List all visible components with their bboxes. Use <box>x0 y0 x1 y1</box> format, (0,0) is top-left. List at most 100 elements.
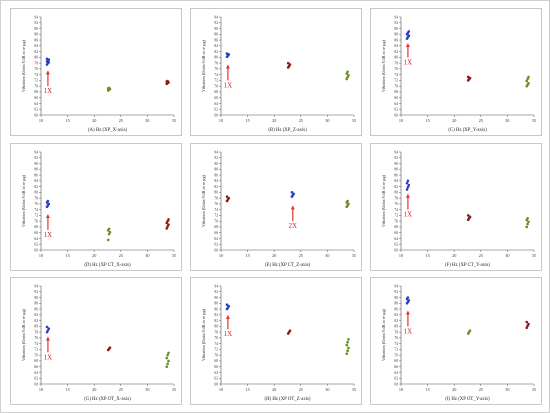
data-point <box>167 351 170 355</box>
x-tick-label: 10 <box>39 387 43 392</box>
data-point <box>345 352 349 356</box>
data-point <box>167 359 170 363</box>
arrow-head <box>405 310 410 315</box>
y-tick-label: 64 <box>34 237 38 241</box>
y-tick-label: 92 <box>34 290 38 294</box>
x-tick-label: 15 <box>426 118 430 123</box>
y-tick-label: 68 <box>394 225 398 229</box>
x-tick-label: 20 <box>452 118 456 123</box>
harmonic-annotation: 1X <box>44 353 53 361</box>
y-tick-label: 60 <box>394 248 398 252</box>
y-tick-label: 94 <box>214 150 218 154</box>
axis-lines <box>220 17 354 116</box>
y-tick-label: 74 <box>34 342 38 346</box>
y-tick-label: 86 <box>394 38 398 42</box>
y-tick-label: 80 <box>34 325 38 329</box>
y-tick-label: 62 <box>214 243 218 247</box>
axis-lines <box>40 286 174 385</box>
axis-lines <box>40 152 174 251</box>
data-point <box>407 34 411 38</box>
data-point <box>165 365 169 369</box>
y-tick-label: 86 <box>214 173 218 177</box>
x-tick-label: 30 <box>505 118 509 123</box>
data-point <box>166 362 169 366</box>
y-tick-label: 68 <box>394 359 398 363</box>
y-tick-label: 80 <box>394 56 398 60</box>
y-tick-label: 64 <box>394 237 398 241</box>
y-tick-label: 66 <box>394 365 398 369</box>
harmonic-annotation: 1X <box>44 231 53 239</box>
y-tick-label: 60 <box>394 113 398 117</box>
y-tick-label: 78 <box>34 330 38 334</box>
y-tick-label: 62 <box>214 108 218 112</box>
harmonic-annotation: 1X <box>224 330 233 338</box>
y-tick-label: 72 <box>394 348 398 352</box>
y-tick-label: 84 <box>394 313 398 317</box>
y-tick-label: 90 <box>214 296 218 300</box>
data-point <box>527 75 530 79</box>
y-tick-label: 60 <box>214 248 218 252</box>
data-point <box>405 188 409 191</box>
y-tick-label: 68 <box>34 225 38 229</box>
x-axis-title: (A) Hz (XP_X-axis) <box>88 128 128 133</box>
y-tick-label: 62 <box>34 243 38 247</box>
data-point <box>466 75 470 79</box>
chart-panel-0: 60 62 64 66 68 70 72 74 76 78 80 82 84 86 88 90 92 94 10 15… <box>10 8 182 136</box>
y-tick-label: 94 <box>34 284 38 288</box>
y-axis-title: Vibration (Units:VdB in re µg) <box>21 39 26 92</box>
data-point <box>468 215 472 219</box>
x-tick-label: 15 <box>246 253 250 258</box>
y-tick-label: 68 <box>394 90 398 94</box>
data-point <box>225 195 229 198</box>
x-axis-title: (H) Hz (XP OT_Z-axis) <box>264 397 310 402</box>
y-tick-label: 84 <box>214 44 218 48</box>
y-tick-label: 84 <box>394 44 398 48</box>
y-tick-label: 78 <box>34 61 38 65</box>
y-tick-label: 64 <box>214 371 218 375</box>
y-tick-label: 76 <box>34 336 38 340</box>
y-tick-label: 66 <box>214 231 218 235</box>
y-tick-label: 94 <box>214 284 218 288</box>
x-tick-label: 10 <box>219 387 223 392</box>
x-axis-title: (F) Hz (XP CT_Y-axis) <box>445 263 490 268</box>
x-tick-label: 35 <box>352 253 356 258</box>
y-tick-label: 88 <box>34 168 38 172</box>
chart-panel-3: 60 62 64 66 68 70 72 74 76 78 80 82 84 86 88 90 92 94 10 15… <box>10 143 182 271</box>
x-tick-label: 30 <box>505 387 509 392</box>
y-tick-label: 70 <box>394 353 398 357</box>
y-tick-label: 70 <box>214 84 218 88</box>
y-tick-label: 90 <box>34 296 38 300</box>
y-tick-label: 94 <box>214 15 218 19</box>
y-tick-label: 88 <box>394 302 398 306</box>
y-tick-label: 84 <box>34 179 38 183</box>
y-tick-label: 66 <box>394 231 398 235</box>
y-tick-label: 94 <box>394 15 398 19</box>
data-point <box>107 86 111 90</box>
y-tick-label: 88 <box>34 302 38 306</box>
y-tick-label: 84 <box>34 44 38 48</box>
y-tick-label: 66 <box>34 96 38 100</box>
y-axis-title: Vibration (Units:VdB in re µg) <box>381 308 386 361</box>
data-point <box>346 199 349 203</box>
x-tick-label: 30 <box>145 387 149 392</box>
y-tick-label: 82 <box>214 50 218 54</box>
x-tick-label: 25 <box>299 118 303 123</box>
y-tick-label: 70 <box>214 219 218 223</box>
x-tick-label: 30 <box>505 253 509 258</box>
y-tick-label: 86 <box>394 173 398 177</box>
chart-panel-1: 60 62 64 66 68 70 72 74 76 78 80 82 84 86 88 90 92 94 10 15… <box>190 8 362 136</box>
y-tick-label: 74 <box>214 208 218 212</box>
y-tick-label: 88 <box>214 302 218 306</box>
y-tick-label: 76 <box>34 67 38 71</box>
harmonic-annotation: 1X <box>404 211 413 219</box>
chart-panel-6: 60 62 64 66 68 70 72 74 76 78 80 82 84 86 88 90 92 94 10 15… <box>10 277 182 405</box>
y-tick-label: 64 <box>214 102 218 106</box>
data-point <box>466 214 470 217</box>
y-tick-label: 80 <box>34 191 38 195</box>
y-tick-label: 76 <box>394 67 398 71</box>
